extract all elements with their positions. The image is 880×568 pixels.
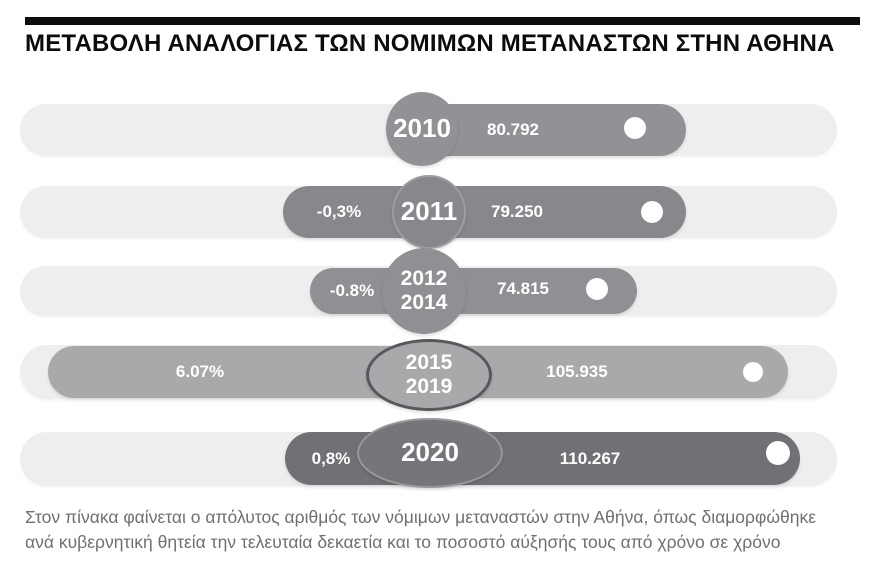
year-label-end: 2019 [405, 375, 453, 398]
value-label-2015-2019: 105.935 [546, 362, 608, 381]
year-badge-2011: 2011 [392, 175, 466, 249]
year-badge-2020: 2020 [357, 418, 503, 488]
end-dot-2015-2019 [743, 362, 763, 382]
year-label: 2011 [400, 196, 458, 227]
value-bar-2011 [283, 186, 686, 238]
year-label-start: 2012 [400, 267, 448, 291]
chart-caption: Στον πίνακα φαίνεται ο απόλυτος αριθμός … [25, 507, 817, 553]
page-title: ΜΕΤΑΒΟΛΗ ΑΝΑΛΟΓΙΑΣ ΤΩΝ ΝΟΜΙΜΩΝ ΜΕΤΑΝΑΣΤΩ… [25, 30, 835, 57]
year-label: 2010 [393, 113, 451, 144]
end-dot-2020 [766, 441, 790, 465]
year-badge-2010: 2010 [386, 92, 458, 166]
value-label-2011: 79.250 [491, 202, 543, 221]
value-bar-2012-2014 [310, 268, 637, 314]
year-badge-2015-2019: 2015 2019 [366, 339, 492, 411]
end-dot-2011 [641, 201, 663, 223]
change-label-2015-2019: 6.07% [175, 362, 225, 381]
value-label-2020: 110.267 [559, 449, 621, 468]
year-badge-2012-2014: 2012 2014 [382, 248, 466, 334]
change-label-2012-2014: -0.8% [329, 281, 375, 300]
year-label: 2020 [401, 437, 459, 468]
year-label-start: 2015 [405, 351, 453, 375]
end-dot-2010 [624, 117, 646, 139]
change-label-2011: -0,3% [316, 202, 362, 221]
end-dot-2012-2014 [586, 278, 608, 300]
title-rule [25, 17, 860, 25]
year-label-end: 2014 [400, 291, 448, 314]
value-label-2012-2014: 74.815 [497, 279, 549, 298]
change-label-2020: 0,8% [311, 449, 351, 468]
value-label-2010: 80.792 [487, 120, 539, 139]
